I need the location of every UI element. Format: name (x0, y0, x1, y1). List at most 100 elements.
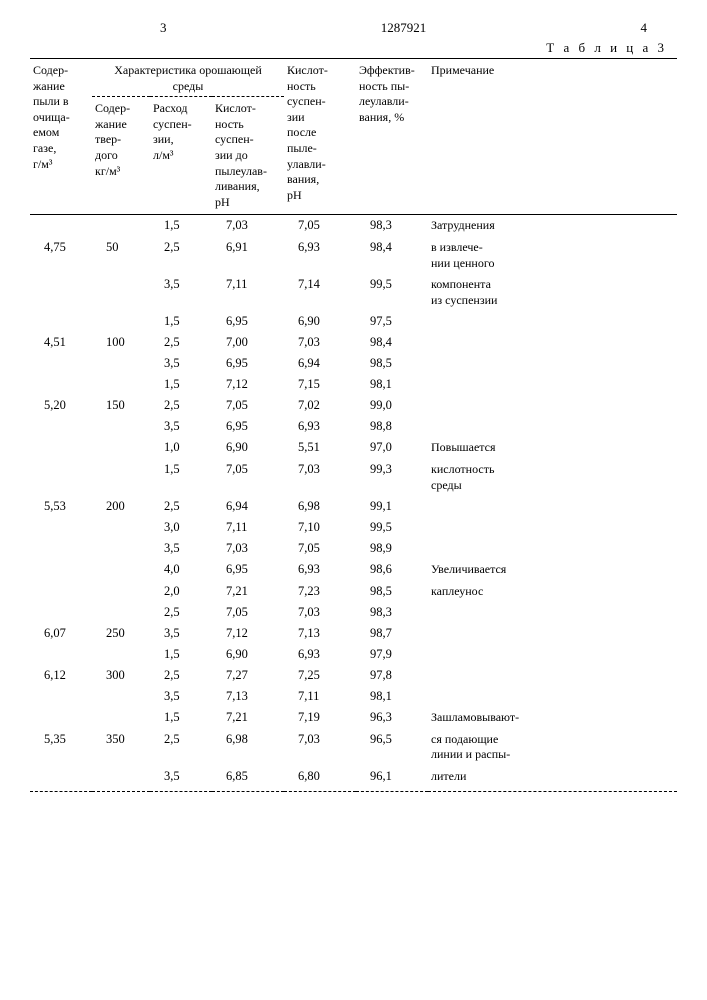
cell-c5: 96,3 (356, 707, 428, 729)
cell-c2: 1,5 (150, 707, 212, 729)
cell-c1: 100 (92, 332, 150, 353)
cell-c5: 96,5 (356, 729, 428, 766)
cell-c3: 7,05 (212, 459, 284, 496)
table-row: 1,57,127,1598,1 (30, 374, 677, 395)
table-row: 4,75502,56,916,9398,4в извлече- нии ценн… (30, 237, 677, 274)
cell-c0 (30, 459, 92, 496)
cell-c4: 7,10 (284, 517, 356, 538)
cell-c3: 7,21 (212, 707, 284, 729)
cell-c3: 7,03 (212, 538, 284, 559)
cell-c2: 1,0 (150, 437, 212, 459)
table-row: 5,353502,56,987,0396,5ся подающие линии … (30, 729, 677, 766)
page-num-left: 3 (160, 20, 167, 36)
table-row: 2,57,057,0398,3 (30, 602, 677, 623)
cell-c6: лители (428, 766, 677, 791)
cell-c1 (92, 215, 150, 237)
cell-c6 (428, 538, 677, 559)
cell-c4: 7,02 (284, 395, 356, 416)
cell-c6: кислотность среды (428, 459, 677, 496)
cell-c2: 2,5 (150, 332, 212, 353)
cell-c2: 2,0 (150, 581, 212, 603)
cell-c4: 7,03 (284, 602, 356, 623)
cell-c6 (428, 353, 677, 374)
cell-c1: 50 (92, 237, 150, 274)
col-header-group: Характеристика орошающей среды (92, 59, 284, 97)
cell-c3: 7,05 (212, 602, 284, 623)
cell-c3: 6,95 (212, 311, 284, 332)
cell-c6 (428, 311, 677, 332)
cell-c5: 99,1 (356, 496, 428, 517)
cell-c5: 98,7 (356, 623, 428, 644)
table-row: 3,57,117,1499,5компонента из суспензии (30, 274, 677, 311)
cell-c2: 2,5 (150, 496, 212, 517)
cell-c0 (30, 353, 92, 374)
col-header-note: Примечание (428, 59, 677, 215)
cell-c2: 1,5 (150, 459, 212, 496)
cell-c3: 7,12 (212, 374, 284, 395)
cell-c4: 6,90 (284, 311, 356, 332)
cell-c5: 97,8 (356, 665, 428, 686)
cell-c5: 98,3 (356, 602, 428, 623)
cell-c0 (30, 538, 92, 559)
cell-c4: 7,03 (284, 332, 356, 353)
table-row: 3,57,037,0598,9 (30, 538, 677, 559)
table-row: 1,56,906,9397,9 (30, 644, 677, 665)
cell-c1 (92, 459, 150, 496)
cell-c5: 98,3 (356, 215, 428, 237)
data-table: Содер- жание пыли в очища- емом газе, г/… (30, 58, 677, 792)
cell-c0 (30, 311, 92, 332)
cell-c1: 300 (92, 665, 150, 686)
cell-c1 (92, 416, 150, 437)
cell-c4: 7,05 (284, 538, 356, 559)
cell-c4: 7,13 (284, 623, 356, 644)
cell-c0 (30, 559, 92, 581)
cell-c3: 7,27 (212, 665, 284, 686)
table-row: 1,57,217,1996,3Зашламовывают- (30, 707, 677, 729)
cell-c2: 3,5 (150, 686, 212, 707)
cell-c1 (92, 644, 150, 665)
cell-c4: 7,15 (284, 374, 356, 395)
cell-c5: 98,4 (356, 332, 428, 353)
cell-c3: 7,11 (212, 517, 284, 538)
cell-c0 (30, 707, 92, 729)
cell-c0 (30, 766, 92, 791)
cell-c0 (30, 517, 92, 538)
cell-c2: 1,5 (150, 374, 212, 395)
cell-c6: ся подающие линии и распы- (428, 729, 677, 766)
cell-c4: 7,03 (284, 459, 356, 496)
cell-c1: 200 (92, 496, 150, 517)
cell-c5: 99,3 (356, 459, 428, 496)
cell-c6 (428, 602, 677, 623)
cell-c3: 6,95 (212, 353, 284, 374)
col-header-efficiency: Эффектив- ность пы- леулавли- вания, % (356, 59, 428, 215)
cell-c6 (428, 644, 677, 665)
cell-c4: 7,25 (284, 665, 356, 686)
cell-c4: 6,98 (284, 496, 356, 517)
cell-c3: 6,90 (212, 437, 284, 459)
cell-c4: 6,94 (284, 353, 356, 374)
cell-c2: 3,5 (150, 623, 212, 644)
cell-c5: 99,5 (356, 274, 428, 311)
cell-c1 (92, 707, 150, 729)
cell-c0: 6,07 (30, 623, 92, 644)
cell-c1 (92, 538, 150, 559)
cell-c3: 7,21 (212, 581, 284, 603)
cell-c0: 5,53 (30, 496, 92, 517)
cell-c2: 3,5 (150, 274, 212, 311)
cell-c0 (30, 686, 92, 707)
col-header-solid: Содер- жание твер- дого кг/м³ (92, 97, 150, 215)
cell-c5: 98,8 (356, 416, 428, 437)
cell-c6 (428, 665, 677, 686)
cell-c1 (92, 517, 150, 538)
cell-c5: 97,5 (356, 311, 428, 332)
cell-c5: 98,1 (356, 686, 428, 707)
cell-c5: 98,1 (356, 374, 428, 395)
cell-c6 (428, 517, 677, 538)
cell-c4: 6,93 (284, 237, 356, 274)
cell-c2: 3,5 (150, 766, 212, 791)
cell-c5: 96,1 (356, 766, 428, 791)
cell-c2: 2,5 (150, 237, 212, 274)
table-row: 4,511002,57,007,0398,4 (30, 332, 677, 353)
cell-c5: 98,9 (356, 538, 428, 559)
cell-c2: 1,5 (150, 215, 212, 237)
